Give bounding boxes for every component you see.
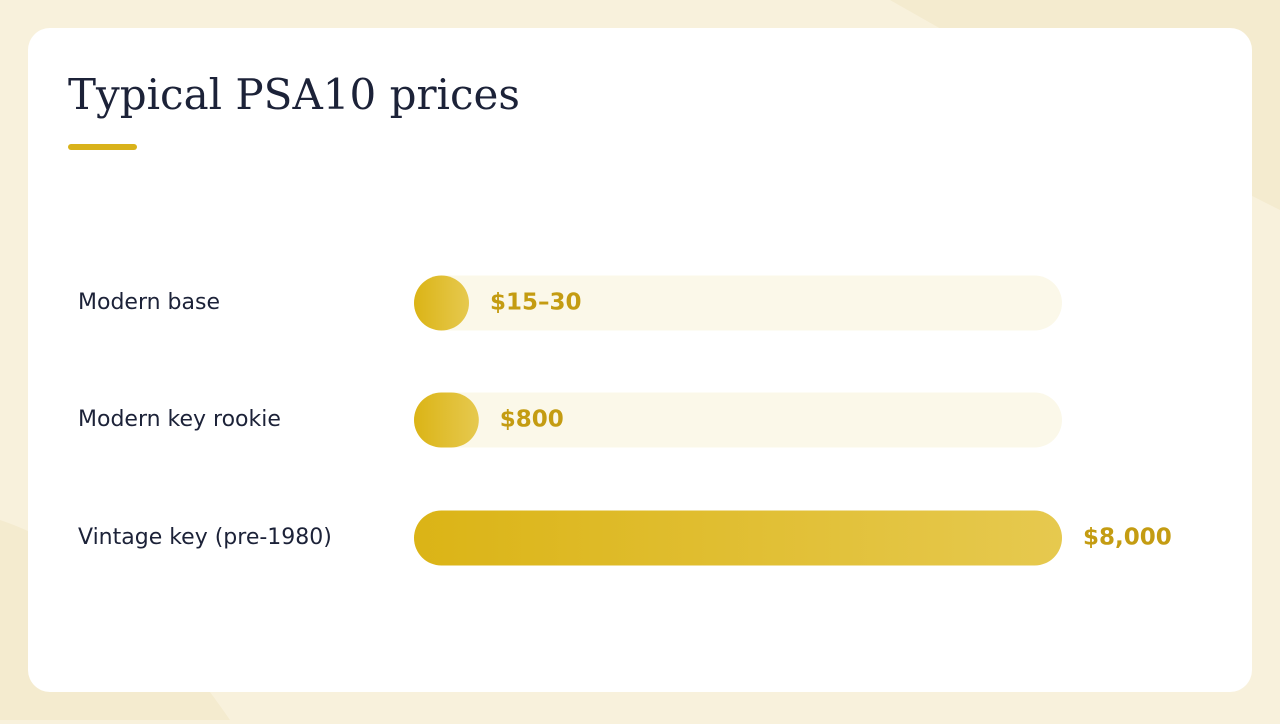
category-label: Modern key rookie — [78, 407, 281, 432]
bar-track — [414, 392, 1062, 448]
chart-title: Typical PSA10 prices — [68, 70, 520, 119]
title-underline — [68, 144, 137, 150]
bar-track — [414, 275, 1062, 331]
category-label: Vintage key (pre-1980) — [78, 525, 332, 550]
bar — [414, 392, 479, 448]
value-label: $800 — [500, 407, 564, 433]
value-label: $8,000 — [1083, 525, 1172, 551]
category-label: Modern base — [78, 290, 220, 315]
value-label: $15–30 — [490, 290, 582, 316]
card — [28, 28, 1252, 692]
bar — [414, 275, 469, 331]
bar — [414, 510, 1062, 566]
